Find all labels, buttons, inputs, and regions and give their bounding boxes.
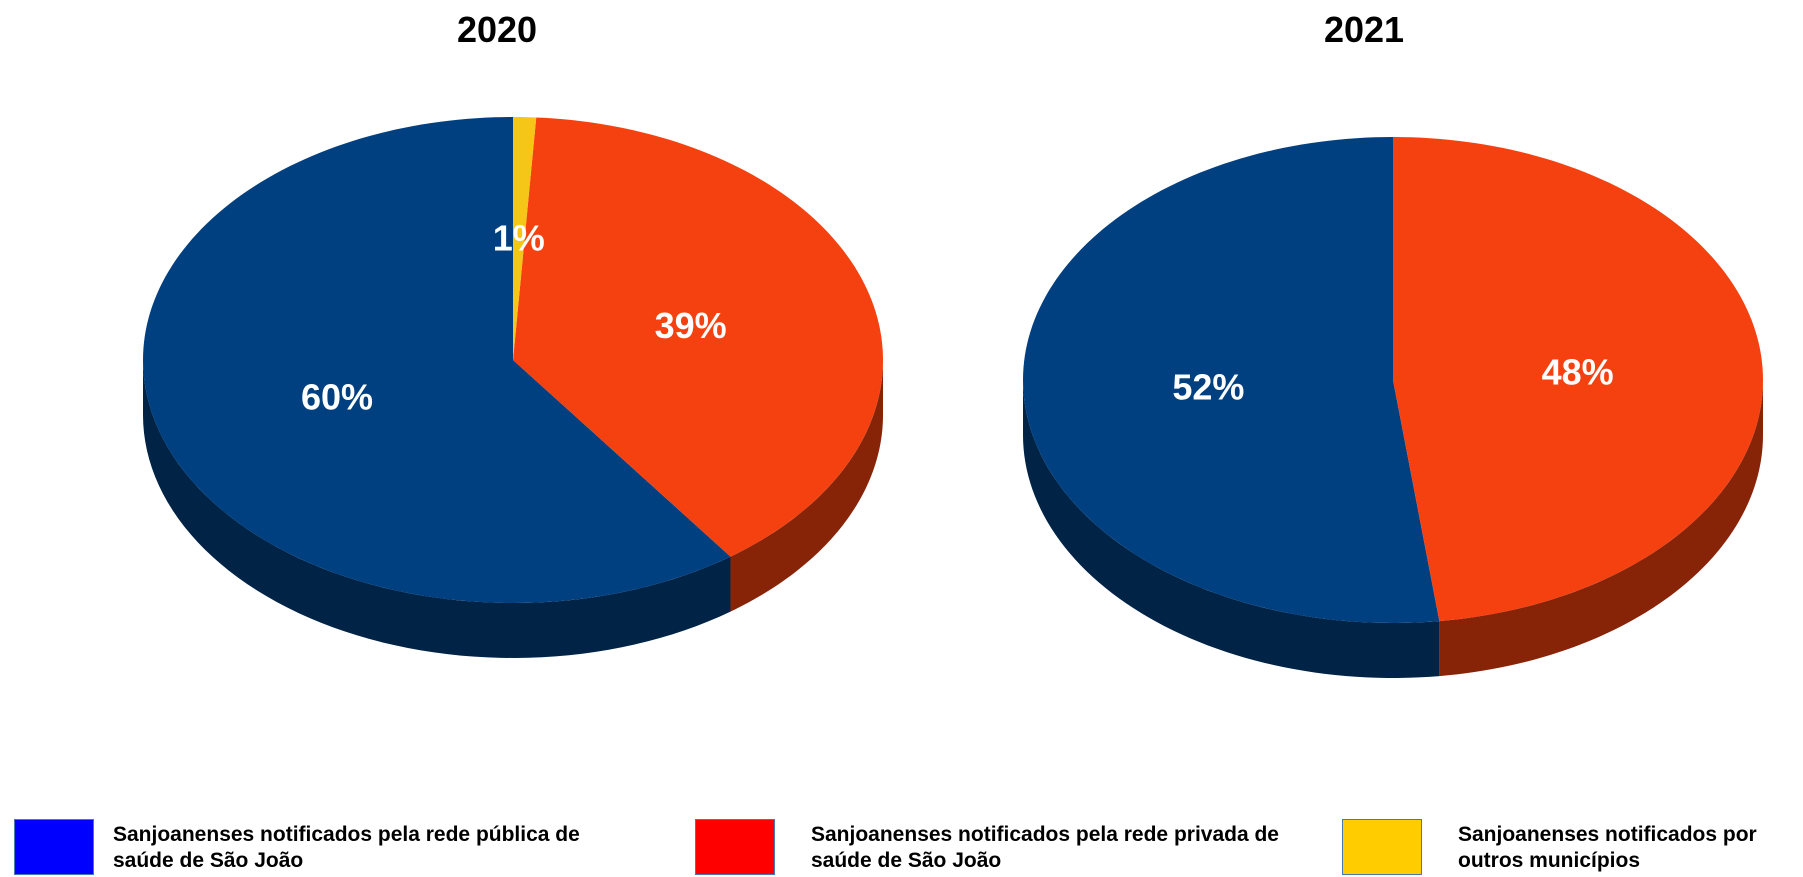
data-label: 39%	[655, 305, 727, 346]
pie-side	[730, 360, 883, 612]
chart-title: 2021	[1324, 9, 1404, 50]
pie-slice	[1023, 137, 1440, 623]
legend-swatch	[14, 819, 94, 875]
data-label: 48%	[1542, 351, 1614, 392]
pie-slice	[513, 117, 537, 360]
pie-side	[143, 360, 731, 658]
pie-slice	[513, 117, 883, 557]
pie-side	[1023, 380, 1440, 678]
data-label: 60%	[301, 377, 373, 418]
pie-side	[1439, 380, 1763, 677]
legend-label: Sanjoanenses notificados pela rede públi…	[113, 823, 580, 872]
data-label: 52%	[1172, 367, 1244, 408]
charts: 2020 60% 39% 1% 2021 52% 48%	[143, 9, 1763, 678]
legend-label: Sanjoanenses notificados por outros muni…	[1458, 823, 1757, 872]
legend-swatch	[1342, 819, 1422, 875]
pie-slice	[143, 117, 731, 603]
data-label: 1%	[493, 218, 545, 259]
legend-label: Sanjoanenses notificados pela rede priva…	[811, 823, 1279, 872]
pie-slice	[1393, 137, 1763, 622]
chart-title: 2020	[457, 9, 537, 50]
legend-swatch	[695, 819, 775, 875]
